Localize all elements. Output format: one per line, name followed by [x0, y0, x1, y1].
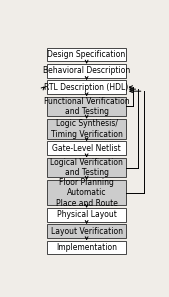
Text: Floor Planning
Automatic
Place and Route: Floor Planning Automatic Place and Route: [56, 178, 118, 208]
Text: Logical Verification
and Testing: Logical Verification and Testing: [50, 158, 123, 177]
Text: Layout Verification: Layout Verification: [51, 227, 123, 236]
FancyBboxPatch shape: [47, 64, 126, 78]
Text: Functional Verification
and Testing: Functional Verification and Testing: [44, 97, 129, 116]
FancyBboxPatch shape: [47, 208, 126, 222]
FancyBboxPatch shape: [47, 80, 126, 94]
FancyBboxPatch shape: [47, 141, 126, 155]
Text: RTL Description (HDL): RTL Description (HDL): [44, 83, 129, 91]
FancyBboxPatch shape: [47, 241, 126, 254]
FancyBboxPatch shape: [47, 48, 126, 61]
Text: Logic Synthesis/
Timing Verification: Logic Synthesis/ Timing Verification: [51, 119, 123, 139]
Text: Implementation: Implementation: [56, 243, 117, 252]
Text: Design Specification: Design Specification: [47, 50, 126, 59]
FancyBboxPatch shape: [47, 119, 126, 139]
FancyBboxPatch shape: [47, 180, 126, 206]
FancyBboxPatch shape: [47, 224, 126, 238]
Text: Physical Layout: Physical Layout: [57, 210, 117, 219]
Text: Gate-Level Netlist: Gate-Level Netlist: [52, 144, 121, 153]
Text: Behavioral Description: Behavioral Description: [43, 66, 130, 75]
FancyBboxPatch shape: [47, 158, 126, 178]
FancyBboxPatch shape: [47, 97, 126, 116]
